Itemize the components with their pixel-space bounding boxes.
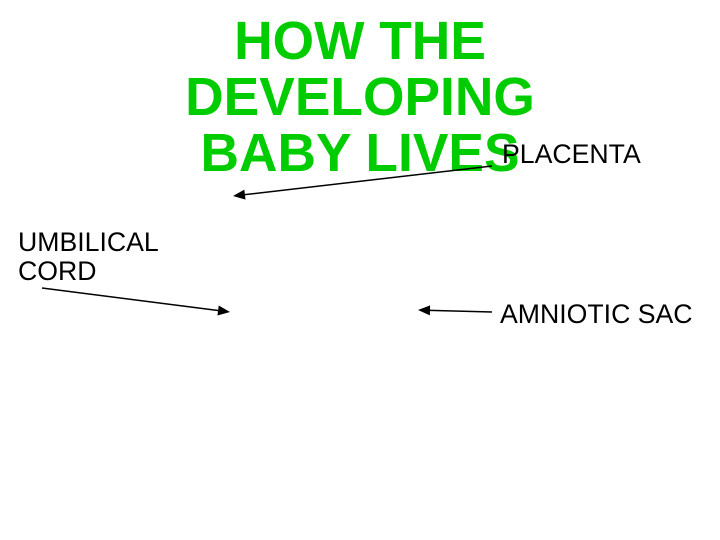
umbilical-arrow-head — [217, 306, 230, 316]
label-placenta: PLACENTA — [502, 140, 641, 169]
amniotic-arrow-head — [418, 305, 430, 315]
label-amniotic-sac: AMNIOTIC SAC — [500, 300, 693, 329]
placenta-arrow-head — [233, 190, 245, 200]
umbilical-arrow — [42, 288, 218, 310]
amniotic-arrow — [430, 310, 492, 312]
label-umbilical-cord: UMBILICAL CORD — [18, 228, 159, 287]
title-line2: BABY LIVES — [200, 124, 519, 183]
label-umbilical-line2: CORD — [18, 256, 97, 286]
label-umbilical-line1: UMBILICAL — [18, 227, 159, 257]
title-line1: HOW THE DEVELOPING — [185, 12, 535, 127]
